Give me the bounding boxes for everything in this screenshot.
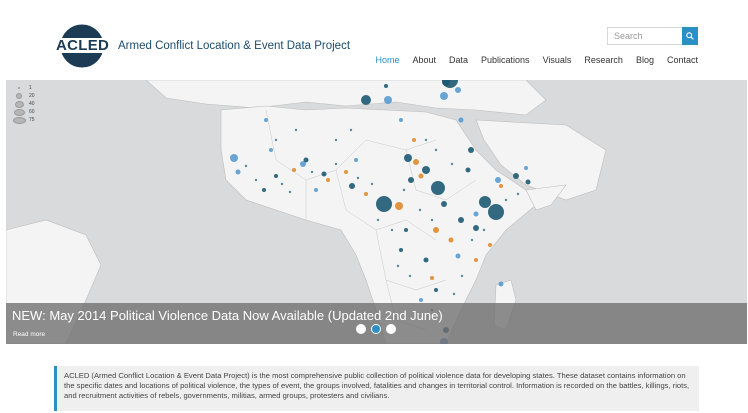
slide-dot-1[interactable] <box>356 324 366 334</box>
legend-row: 40 <box>12 100 35 108</box>
search-form <box>607 27 698 45</box>
slide-dot-3[interactable] <box>386 324 396 334</box>
legend-row: 20 <box>12 92 35 100</box>
slide-caption: NEW: May 2014 Political Violence Data No… <box>6 303 747 344</box>
slide-dot-2[interactable] <box>371 324 381 334</box>
logo-mark: ACLED <box>56 24 110 68</box>
legend-row: 1 <box>12 84 35 92</box>
nav-visuals[interactable]: Visuals <box>542 55 572 65</box>
nav-blog[interactable]: Blog <box>635 55 654 65</box>
nav-data[interactable]: Data <box>449 55 469 65</box>
map-legend: 1 20 40 60 75 <box>12 84 35 124</box>
legend-row: 75 <box>12 116 35 124</box>
slider-pagination <box>356 324 396 334</box>
logo-text: ACLED <box>56 37 110 54</box>
nav-home[interactable]: Home <box>375 55 400 65</box>
nav-about[interactable]: About <box>412 55 437 65</box>
nav-research[interactable]: Research <box>584 55 623 65</box>
nav-contact[interactable]: Contact <box>666 55 698 65</box>
hero-slider: 1 20 40 60 75 NEW: May 2014 Political Vi… <box>6 80 747 344</box>
search-button[interactable] <box>682 27 698 45</box>
site-logo[interactable]: ACLED Armed Conflict Location & Event Da… <box>56 24 350 68</box>
intro-text: ACLED (Armed Conflict Location & Event D… <box>54 366 699 411</box>
read-more-link[interactable]: Read more <box>13 331 46 338</box>
site-header: ACLED Armed Conflict Location & Event Da… <box>0 0 748 78</box>
legend-row: 60 <box>12 108 35 116</box>
main-nav: Home About Data Publications Visuals Res… <box>362 55 698 65</box>
search-icon <box>686 32 694 40</box>
logo-tagline: Armed Conflict Location & Event Data Pro… <box>118 40 351 52</box>
slide-title[interactable]: NEW: May 2014 Political Violence Data No… <box>12 308 443 323</box>
search-input[interactable] <box>607 27 682 45</box>
nav-publications[interactable]: Publications <box>481 55 530 65</box>
